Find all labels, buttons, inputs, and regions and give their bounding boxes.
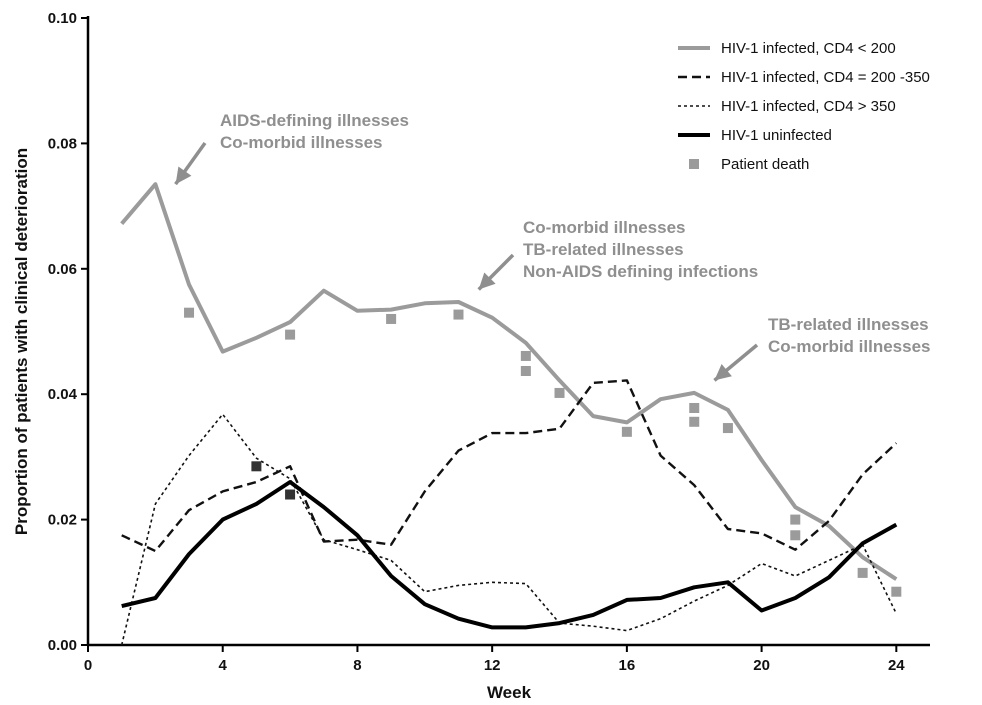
x-tick-label: 8 — [353, 657, 361, 674]
patient-death-marker — [285, 329, 296, 340]
x-tick-label: 16 — [619, 657, 636, 674]
patient-death-marker — [689, 416, 700, 427]
x-tick-label: 12 — [484, 657, 501, 674]
series-line-3 — [120, 413, 898, 646]
patient-death-marker — [790, 530, 801, 541]
legend: HIV-1 infected, CD4 < 200 HIV-1 infected,… — [678, 40, 930, 173]
annotation-text: Non-AIDS defining infections — [523, 262, 758, 281]
y-tick-label: 0.06 — [48, 261, 77, 278]
patient-death-marker — [689, 402, 700, 413]
series-line-1 — [120, 182, 898, 581]
y-tick-label: 0.08 — [48, 135, 77, 152]
patient-death-marker — [251, 461, 262, 472]
annotation-text: Co-morbid illnesses — [523, 218, 685, 237]
patient-death-marker — [285, 489, 296, 500]
x-tick-label: 20 — [753, 657, 770, 674]
annotation-arrowhead — [478, 272, 496, 290]
annotation-arrowhead — [714, 364, 732, 381]
annotation-text: TB-related illnesses — [768, 315, 929, 334]
legend-marker — [689, 159, 699, 169]
patient-death-marker — [891, 586, 902, 597]
y-tick-label: 0.04 — [48, 386, 78, 403]
annotation-arrowhead — [175, 166, 192, 185]
legend-label: HIV-1 uninfected — [721, 127, 832, 144]
annotation-text: AIDS-defining illnesses — [220, 111, 409, 130]
patient-death-marker — [554, 387, 565, 398]
patient-death-marker — [520, 366, 531, 377]
patient-death-marker — [722, 423, 733, 434]
x-axis-title: Week — [487, 683, 532, 702]
patient-death-marker — [790, 514, 801, 525]
patient-death-marker — [184, 307, 195, 318]
y-axis-title: Proportion of patients with clinical det… — [12, 148, 31, 535]
patient-death-marker — [857, 567, 868, 578]
annotations: AIDS-defining illnesses Co-morbid illness… — [174, 111, 930, 382]
annotation-text: Co-morbid illnesses — [768, 337, 930, 356]
legend-label: HIV-1 infected, CD4 = 200 -350 — [721, 69, 930, 86]
patient-death-markers — [184, 307, 902, 597]
x-tick-label: 4 — [219, 657, 228, 674]
series-line-2 — [121, 379, 898, 553]
patient-death-marker — [621, 426, 632, 437]
legend-label: HIV-1 infected, CD4 > 350 — [721, 98, 896, 115]
series-layer — [120, 182, 898, 646]
patient-death-marker — [520, 350, 531, 361]
patient-death-marker — [453, 309, 464, 320]
annotation-text: Co-morbid illnesses — [220, 133, 382, 152]
legend-label: HIV-1 infected, CD4 < 200 — [721, 40, 896, 57]
axes: 0.00 0.02 0.04 0.06 0.08 0.10 0 4 8 12 16 20 24 — [48, 10, 930, 674]
y-tick-label: 0.00 — [48, 637, 77, 654]
y-tick-label: 0.10 — [48, 10, 77, 27]
series-line-4 — [121, 480, 898, 630]
annotation-text: TB-related illnesses — [523, 240, 684, 259]
x-tick-label: 0 — [84, 657, 92, 674]
patient-death-marker — [386, 313, 397, 324]
y-tick-label: 0.02 — [48, 512, 77, 529]
legend-label: Patient death — [721, 156, 809, 173]
x-tick-label: 24 — [888, 657, 905, 674]
